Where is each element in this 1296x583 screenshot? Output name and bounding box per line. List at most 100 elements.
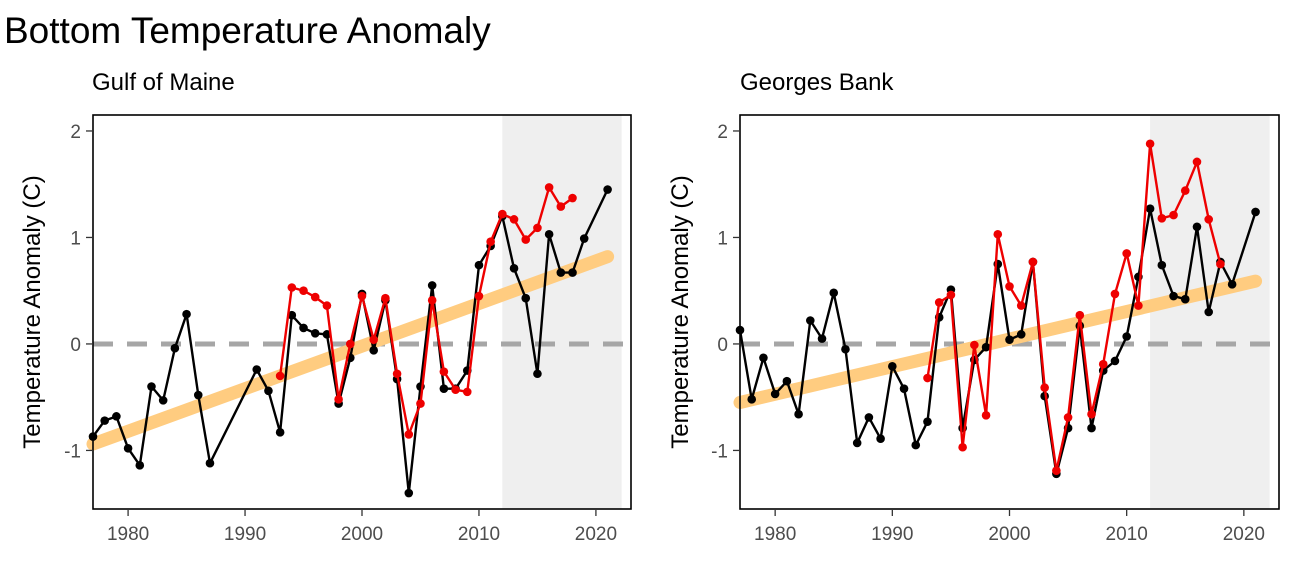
y-tick-label: 1 bbox=[70, 228, 81, 249]
red-series-point bbox=[533, 223, 542, 233]
x-tick-label: 2010 bbox=[458, 524, 500, 545]
y-tick-label: 0 bbox=[717, 335, 728, 356]
red-series-point bbox=[509, 215, 519, 224]
black-series-point bbox=[193, 390, 203, 400]
black-series-point bbox=[287, 310, 297, 320]
red-series-point bbox=[369, 335, 378, 344]
red-series-point bbox=[1122, 249, 1131, 258]
x-tick-label: 1990 bbox=[871, 524, 913, 545]
red-series-point bbox=[521, 235, 531, 244]
black-series-point bbox=[841, 344, 850, 354]
red-series-point bbox=[544, 183, 554, 192]
red-series-point bbox=[946, 290, 956, 300]
panel-georges-bank: Georges Bank Temperature Anomaly (C) -1 0… bbox=[667, 69, 1280, 545]
black-series-point bbox=[404, 488, 414, 498]
red-series-point bbox=[1216, 259, 1225, 269]
red-series-point bbox=[1098, 359, 1108, 369]
y-tick-label: -1 bbox=[64, 441, 81, 462]
black-series-point bbox=[759, 353, 768, 363]
black-series-point bbox=[1016, 330, 1026, 339]
black-series-line bbox=[738, 207, 1257, 476]
black-series-point bbox=[135, 461, 145, 470]
black-series-point bbox=[521, 293, 531, 303]
red-series-point bbox=[346, 339, 355, 349]
black-series-point bbox=[1087, 423, 1096, 433]
red-series-point bbox=[970, 340, 979, 350]
panel-title: Georges Bank bbox=[740, 69, 894, 96]
black-series-point bbox=[579, 234, 589, 243]
black-series-point bbox=[310, 328, 320, 338]
black-series-point bbox=[817, 334, 827, 343]
red-series-point bbox=[381, 293, 390, 303]
black-series-point bbox=[1157, 260, 1167, 270]
red-series-point bbox=[1134, 301, 1143, 310]
red-series-point bbox=[568, 193, 577, 203]
black-series-point bbox=[1180, 294, 1190, 304]
black-series-point bbox=[123, 444, 133, 453]
red-series-point bbox=[392, 369, 402, 379]
red-series-point bbox=[1075, 310, 1085, 320]
black-series-point bbox=[568, 268, 577, 277]
y-axis-label: Temperature Anomaly (C) bbox=[667, 175, 694, 448]
x-tick-label: 2020 bbox=[575, 524, 617, 545]
black-series-point bbox=[509, 264, 519, 273]
red-series-point bbox=[275, 371, 285, 381]
x-tick-label: 1980 bbox=[754, 524, 796, 545]
red-series-point bbox=[451, 385, 460, 395]
black-series-point bbox=[923, 417, 932, 426]
red-series-point bbox=[439, 367, 449, 376]
black-series-point bbox=[864, 413, 874, 422]
black-series-point bbox=[899, 384, 909, 393]
black-series-point bbox=[275, 428, 285, 437]
black-series-point bbox=[1204, 307, 1213, 317]
x-tick-label: 2000 bbox=[341, 524, 383, 545]
red-series-point bbox=[1169, 210, 1178, 220]
red-series-point bbox=[1052, 466, 1061, 475]
x-tick-label: 1980 bbox=[107, 524, 149, 545]
black-series-point bbox=[888, 362, 897, 371]
red-series-point bbox=[1110, 289, 1120, 299]
red-series-point bbox=[287, 283, 297, 292]
red-series-point bbox=[474, 291, 484, 301]
black-series-point bbox=[533, 369, 542, 379]
x-tick-label: 2020 bbox=[1223, 524, 1265, 545]
black-series-point bbox=[782, 376, 792, 386]
panel-gulf-of-maine: Gulf of Maine Temperature Anomaly (C) -1… bbox=[19, 69, 632, 545]
black-series-point bbox=[182, 309, 191, 319]
black-series-point bbox=[794, 409, 803, 419]
black-series-point bbox=[1251, 207, 1260, 217]
y-tick-label: 2 bbox=[70, 122, 81, 143]
y-tick-label: 0 bbox=[70, 335, 81, 356]
red-series-point bbox=[404, 430, 414, 439]
black-series-point bbox=[1169, 291, 1178, 301]
red-series-point bbox=[1016, 301, 1026, 310]
x-tick-label: 2000 bbox=[988, 524, 1030, 545]
black-series-point bbox=[147, 382, 156, 391]
red-series-point bbox=[310, 292, 320, 302]
black-series-point bbox=[770, 389, 780, 399]
red-series-point bbox=[993, 229, 1003, 239]
red-series-point bbox=[981, 410, 991, 420]
black-series-point bbox=[556, 268, 566, 277]
black-series-point bbox=[100, 416, 109, 425]
red-series-point bbox=[1087, 409, 1096, 419]
black-series-point bbox=[112, 412, 121, 421]
black-series-point bbox=[264, 386, 273, 396]
y-tick-label: 2 bbox=[717, 122, 728, 143]
red-series-point bbox=[334, 395, 343, 404]
black-series-point bbox=[544, 229, 554, 239]
x-tick-label: 2010 bbox=[1106, 524, 1148, 545]
black-series-point bbox=[981, 342, 991, 352]
red-series-point bbox=[556, 202, 566, 211]
red-series-point bbox=[1005, 282, 1014, 291]
red-series-point bbox=[416, 399, 425, 408]
y-tick-label: 1 bbox=[717, 228, 728, 249]
black-series-point bbox=[1227, 280, 1237, 289]
panel-title: Gulf of Maine bbox=[92, 69, 235, 96]
black-series-point bbox=[829, 288, 839, 298]
red-series-point bbox=[1145, 139, 1155, 149]
black-series-point bbox=[1192, 222, 1202, 232]
x-tick-label: 1990 bbox=[224, 524, 266, 545]
black-series-point bbox=[427, 281, 437, 290]
red-series-point bbox=[322, 301, 332, 310]
